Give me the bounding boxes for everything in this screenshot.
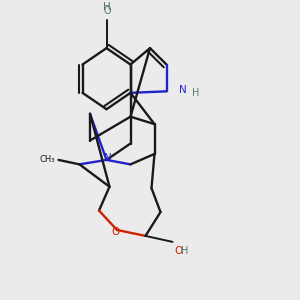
Text: N: N [179,85,187,95]
Text: O: O [103,6,111,16]
Text: H: H [182,246,189,256]
Text: O: O [174,246,182,256]
Text: O: O [111,227,120,237]
Text: H: H [192,88,200,98]
Text: N: N [104,153,112,164]
Text: CH₃: CH₃ [40,155,56,164]
Text: H: H [103,2,110,12]
